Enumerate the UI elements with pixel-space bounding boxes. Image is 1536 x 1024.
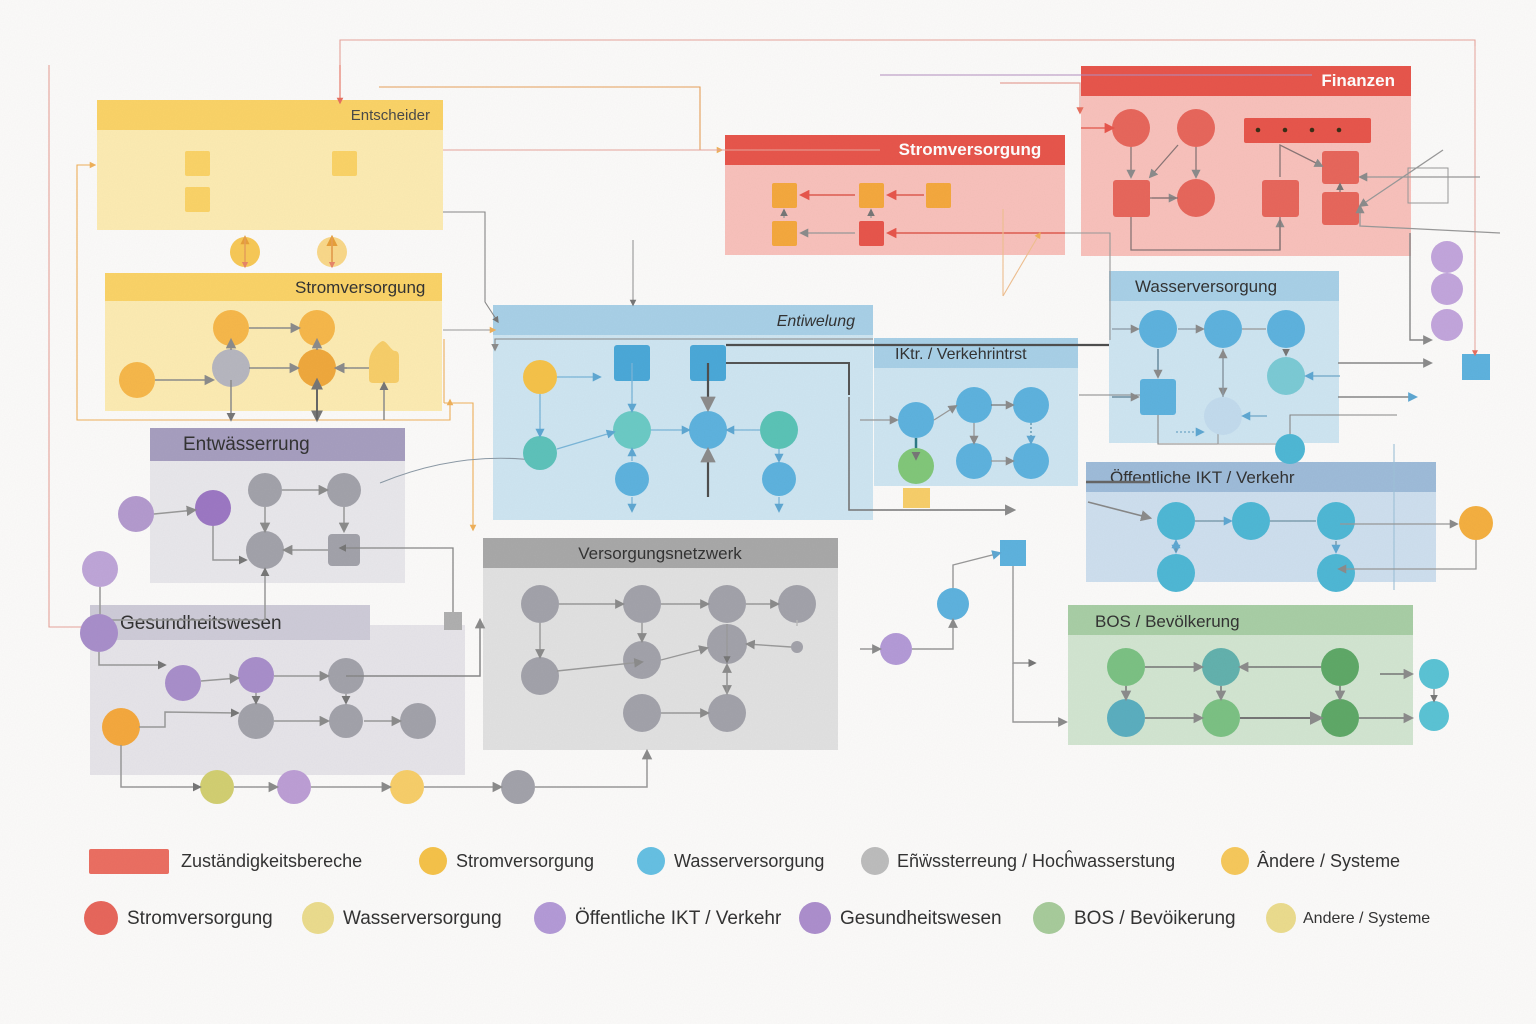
svg-text:BOS / Bevöikerung: BOS / Bevöikerung: [1074, 908, 1236, 929]
svg-text:Entscheider: Entscheider: [351, 107, 430, 124]
svg-text:Wasserversorgung: Wasserversorgung: [674, 851, 824, 871]
svg-text:Stromversorgung: Stromversorgung: [127, 908, 273, 929]
svg-text:IKtr. / Verkehrintrst: IKtr. / Verkehrintrst: [895, 346, 1027, 363]
svg-text:BOS / Bevölkerung: BOS / Bevölkerung: [1095, 612, 1240, 631]
svg-text:Gesundheitswesen: Gesundheitswesen: [120, 613, 282, 634]
svg-text:Stromversorgung: Stromversorgung: [899, 140, 1042, 159]
svg-text:Stromversorgung: Stromversorgung: [456, 851, 594, 871]
svg-text:Versorgungsnetzwerk: Versorgungsnetzwerk: [578, 544, 742, 563]
svg-text:Finanzen: Finanzen: [1321, 71, 1395, 90]
svg-text:Zuständigkeitsbereche: Zuständigkeitsbereche: [181, 851, 362, 871]
svg-text:Entwässerrung: Entwässerrung: [183, 434, 310, 455]
svg-text:Wasserversorgung: Wasserversorgung: [343, 908, 502, 929]
svg-text:Eñẅssterreung / Hocĥwasserstun: Eñẅssterreung / Hocĥwasserstung: [897, 850, 1175, 871]
svg-text:Ândere / Systeme: Ândere / Systeme: [1257, 851, 1400, 871]
svg-text:Wasserversorgung: Wasserversorgung: [1135, 277, 1277, 296]
svg-text:Öffentliche IKT / Verkehr: Öffentliche IKT / Verkehr: [575, 908, 782, 929]
svg-text:Andere / Systeme: Andere / Systeme: [1303, 910, 1430, 927]
svg-text:Öffentliche IKT / Verkehr: Öffentliche IKT / Verkehr: [1110, 468, 1295, 487]
svg-text:Gesundheitswesen: Gesundheitswesen: [840, 908, 1002, 929]
svg-text:Entiwelung: Entiwelung: [777, 313, 855, 330]
svg-text:Stromversorgung: Stromversorgung: [295, 278, 425, 297]
